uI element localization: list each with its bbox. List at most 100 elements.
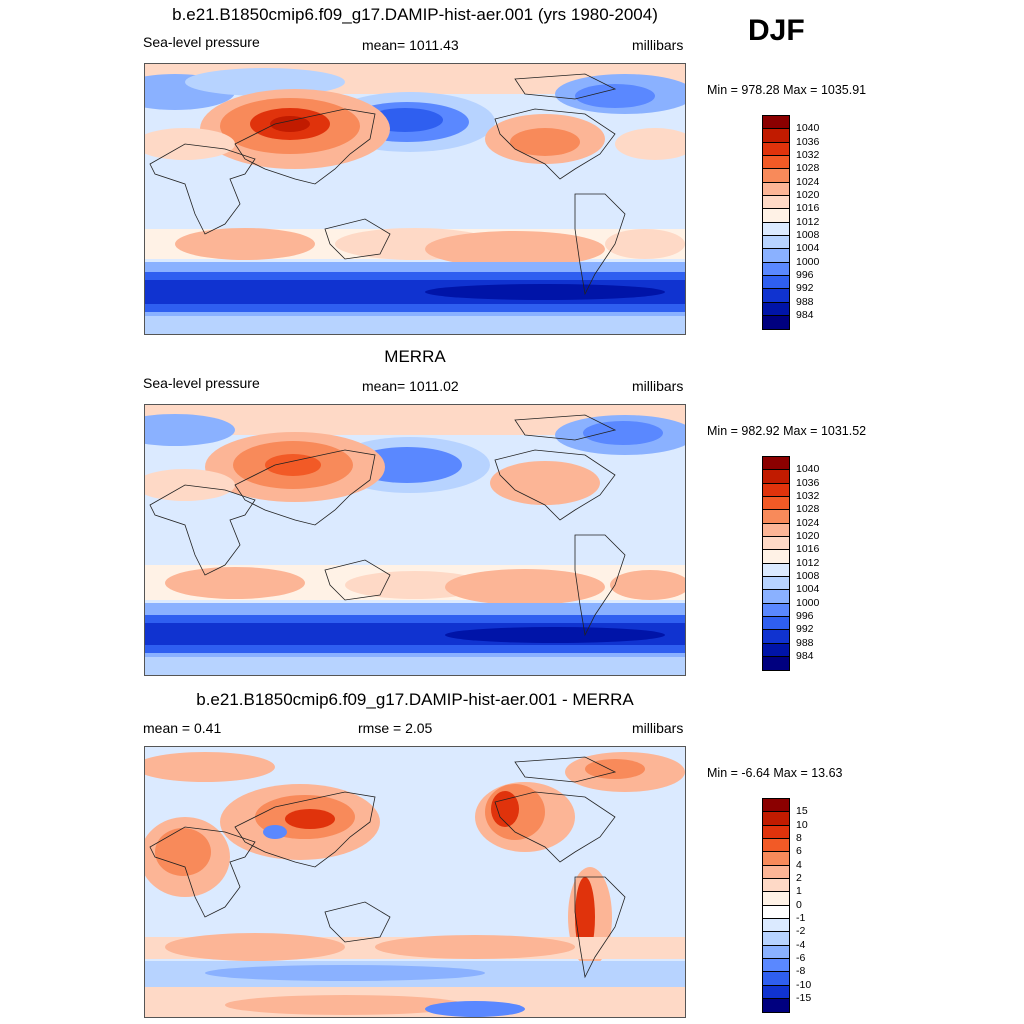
colorbar-tick-label: 1016 [796,543,820,556]
colorbar-swatch [763,905,789,919]
colorbar-swatch [763,838,789,853]
colorbar-swatch [763,289,789,303]
season-label: DJF [748,14,805,47]
panel-1-units-label: millibars [632,37,684,53]
colorbar-swatch [763,116,789,130]
colorbar-swatch [763,209,789,223]
colorbar-tick-label: 1036 [796,476,820,489]
colorbar-tick-label: 2 [796,871,802,884]
colorbar-tick-label: 1020 [796,188,820,201]
panel-2-mean-label: mean= 1011.02 [362,378,459,394]
colorbar-swatch [763,878,789,893]
colorbar-tick-label: 1012 [796,556,820,569]
colorbar-swatch [763,799,789,813]
colorbar-swatch [763,483,789,497]
panel-1-title: b.e21.B1850cmip6.f09_g17.DAMIP-hist-aer.… [172,5,658,24]
colorbar-swatch [763,918,789,933]
colorbar-tick-label: 1008 [796,228,820,241]
panel-3-title: b.e21.B1850cmip6.f09_g17.DAMIP-hist-aer.… [196,690,634,709]
colorbar-swatch [763,195,789,210]
panel-2-minmax: Min = 982.92 Max = 1031.52 [707,424,867,438]
panel-2-units-label: millibars [632,378,684,394]
colorbar-swatch [763,985,789,999]
colorbar-tick-label: 0 [796,898,802,911]
colorbar-tick-label: 1004 [796,242,820,255]
colorbar-tick-label: -6 [796,951,806,964]
panel-1-mean-label: mean= 1011.43 [362,37,459,53]
panel-2-colorbar [762,456,790,672]
colorbar-tick-label: 1016 [796,202,820,215]
colorbar-swatch [763,576,789,591]
colorbar-tick-label: 992 [796,282,814,295]
colorbar-tick-label: 8 [796,831,802,844]
colorbar-tick-label: 996 [796,609,814,622]
colorbar-tick-label: 1032 [796,489,820,502]
colorbar-tick-label: 988 [796,295,814,308]
colorbar-swatch [763,865,789,879]
colorbar-swatch [763,470,789,484]
panel-3-rmse-label: rmse = 2.05 [358,720,433,736]
panel-3-colorbar [762,798,790,1014]
colorbar-swatch [763,129,789,143]
panel-1-colorbar [762,115,790,331]
colorbar-swatch [763,275,789,290]
colorbar-tick-label: 1008 [796,569,820,582]
colorbar-swatch [763,643,789,657]
colorbar-swatch [763,155,789,170]
colorbar-tick-label: 4 [796,858,802,871]
panel-3-units-label: millibars [632,720,684,736]
colorbar-swatch [763,182,789,196]
colorbar-tick-label: 1040 [796,122,820,135]
colorbar-tick-label: -8 [796,965,806,978]
colorbar-tick-label: 1000 [796,596,820,609]
colorbar-swatch [763,972,789,986]
colorbar-swatch [763,630,789,644]
colorbar-swatch [763,262,789,276]
colorbar-tick-label: 1032 [796,148,820,161]
panel-1-variable-label: Sea-level pressure [143,34,260,50]
panel-2-map [144,404,686,676]
colorbar-swatch [763,892,789,906]
colorbar-swatch [763,812,789,826]
panel-1-map [144,63,686,335]
colorbar-swatch [763,523,789,537]
colorbar-tick-label: 984 [796,308,814,321]
colorbar-swatch [763,142,789,156]
panel-3-mean-label: mean = 0.41 [143,720,222,736]
colorbar-tick-label: 1024 [796,175,820,188]
panel-2-title: MERRA [384,347,446,366]
colorbar-tick-label: 1028 [796,162,820,175]
colorbar-swatch [763,457,789,471]
colorbar-tick-label: -1 [796,911,806,924]
panel-3-map [144,746,686,1018]
panel-2-variable-label: Sea-level pressure [143,375,260,391]
colorbar-tick-label: -4 [796,938,806,951]
colorbar-swatch [763,169,789,183]
colorbar-swatch [763,825,789,839]
colorbar-tick-label: 1000 [796,255,820,268]
colorbar-swatch [763,550,789,564]
colorbar-swatch [763,616,789,631]
colorbar-tick-label: 988 [796,636,814,649]
colorbar-tick-label: 1036 [796,135,820,148]
colorbar-tick-label: -15 [796,991,812,1004]
colorbar-tick-label: 1012 [796,215,820,228]
colorbar-swatch [763,222,789,236]
colorbar-tick-label: 1040 [796,463,820,476]
colorbar-tick-label: -10 [796,978,812,991]
colorbar-tick-label: 1020 [796,529,820,542]
colorbar-swatch [763,998,789,1013]
colorbar-swatch [763,945,789,959]
colorbar-tick-label: 984 [796,649,814,662]
panel-3-minmax: Min = -6.64 Max = 13.63 [707,766,843,780]
colorbar-swatch [763,315,789,330]
colorbar-tick-label: 1024 [796,516,820,529]
colorbar-swatch [763,536,789,551]
colorbar-swatch [763,590,789,604]
colorbar-tick-label: -2 [796,925,806,938]
colorbar-swatch [763,496,789,511]
colorbar-tick-label: 1028 [796,503,820,516]
colorbar-swatch [763,302,789,316]
colorbar-swatch [763,603,789,617]
colorbar-swatch [763,852,789,866]
